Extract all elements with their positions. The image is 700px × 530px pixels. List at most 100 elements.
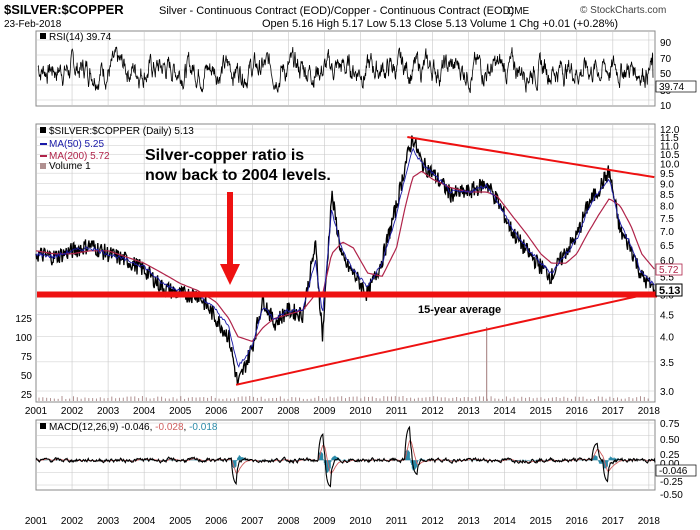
volume-tick: 125	[15, 314, 32, 325]
average-label: 15-year average	[418, 304, 501, 316]
price-series-line	[35, 135, 655, 384]
x-axis-year-label: 2014	[494, 516, 517, 527]
chg-value: +0.01 (+0.28%)	[542, 18, 618, 30]
high-value: 5.17	[342, 18, 363, 30]
ma50-legend-label: MA(50) 5.25	[49, 139, 104, 150]
x-axis-year-label: 2008	[277, 516, 300, 527]
x-axis-year-label: 2012	[421, 516, 444, 527]
close-value-badge-box	[655, 283, 683, 297]
x-axis-year-label: 2009	[313, 406, 336, 417]
price-tick: 11.5	[660, 133, 679, 144]
exchange-label: CME	[507, 6, 530, 17]
macd-line	[35, 425, 656, 488]
price-tick: 3.0	[660, 387, 674, 398]
macd-value-badge: -0.046	[659, 466, 688, 477]
price-tick: 8.5	[660, 190, 674, 201]
volume-legend-swatch	[40, 163, 46, 169]
upper-trendline	[407, 136, 655, 179]
price-tick: 10.0	[660, 159, 680, 170]
x-axis-year-label: 2018	[638, 406, 661, 417]
low-label: Low	[367, 18, 387, 30]
close-value-badge: 5.13	[659, 285, 680, 297]
open-value: 5.16	[292, 18, 313, 30]
macd-panel-frame	[35, 419, 656, 491]
price-panel: $SILVER:$COPPER (Daily) 5.13 MA(50) 5.25…	[15, 123, 683, 403]
rsi-value-badge: 39.74	[659, 82, 684, 93]
volume-tick: 100	[15, 333, 32, 344]
x-axis-year-label: 2011	[386, 406, 408, 417]
close-label: Close	[414, 18, 442, 30]
rsi-tick: 90	[660, 38, 672, 49]
price-tick: 10.5	[660, 150, 680, 161]
macd-tick: 0.50	[660, 435, 680, 446]
price-tick: 12.0	[660, 125, 680, 136]
macd-legend-macd-value: -0.046	[121, 422, 150, 433]
x-axis-year-label: 2005	[169, 516, 192, 527]
rsi-legend-label: RSI(14) 39.74	[49, 32, 112, 43]
x-axis-year-label: 2017	[602, 516, 625, 527]
headline-line-1: Silver-copper ratio is	[145, 147, 304, 164]
macd-y-ticks: 0.75 0.50 0.25 0.00 -0.25 -0.50	[660, 419, 683, 501]
macd-tick: -0.50	[660, 490, 683, 501]
x-axis-year-label: 2016	[566, 516, 589, 527]
price-tick: 5.5	[660, 272, 674, 283]
price-x-axis: 2001 2002 2003 2004 2005 2006 2007 2008 2009 2010…	[25, 406, 661, 417]
lower-trendline	[235, 291, 655, 386]
chart-header: $SILVER:$COPPER Silver - Continuous Cont…	[4, 2, 666, 30]
x-axis-year-label: 2007	[241, 406, 264, 417]
volume-tick: 75	[21, 352, 33, 363]
price-tick: 11.0	[660, 141, 679, 152]
macd-value-badge-box	[655, 464, 697, 477]
rsi-y-ticks: 90 70 50 30 10	[660, 38, 672, 112]
macd-legend: MACD(12,26,9) -0.046, -0.028, -0.018	[40, 422, 218, 433]
low-value: 5.13	[390, 18, 411, 30]
volume-bars	[38, 327, 649, 401]
rsi-panel: RSI(14) 39.74 90 70 50 30 10 39.74	[35, 30, 697, 112]
chart-annotations: Silver-copper ratio is now back to 2004 …	[37, 136, 657, 386]
x-axis-year-label: 2010	[349, 406, 372, 417]
macd-legend-hist-value: -0.018	[189, 422, 218, 433]
open-label: Open	[262, 18, 289, 30]
x-axis-year-label: 2010	[349, 516, 372, 527]
symbol-description: Silver - Continuous Contract (EOD)/Coppe…	[159, 5, 514, 17]
price-tick: 4.0	[660, 333, 674, 344]
macd-legend-swatch	[40, 423, 46, 429]
macd-legend-label: MACD(12,26,9) -0.046, -0.028, -0.018	[49, 422, 218, 433]
price-legend: $SILVER:$COPPER (Daily) 5.13 MA(50) 5.25…	[40, 126, 194, 172]
x-axis-year-label: 2002	[61, 406, 84, 417]
volume-legend-label: Volume 1	[49, 161, 91, 172]
x-axis-year-label: 2006	[205, 516, 228, 527]
price-tick: 7.5	[660, 214, 674, 225]
high-label: High	[316, 18, 339, 30]
chg-label: Chg	[519, 18, 539, 30]
x-axis-year-label: 2009	[313, 516, 336, 527]
price-tick: 7.0	[660, 227, 674, 238]
ma200-value-badge: 5.72	[659, 265, 679, 276]
price-tick: 4.5	[660, 310, 674, 321]
macd-tick: 0.25	[660, 450, 680, 461]
x-axis-year-label: 2012	[421, 406, 444, 417]
x-axis-year-label: 2013	[457, 406, 480, 417]
volume-tick: 50	[21, 371, 33, 382]
rsi-tick: 70	[660, 54, 672, 65]
chart-date: 23-Feb-2018	[4, 19, 62, 30]
rsi-value-badge-box	[655, 80, 697, 93]
rsi-tick: 10	[660, 101, 672, 112]
x-axis-year-label: 2017	[602, 406, 625, 417]
x-axis-year-label: 2002	[61, 516, 84, 527]
ma200-legend-label: MA(200) 5.72	[49, 151, 110, 162]
stockcharts-watermark: © StockCharts.com	[580, 5, 666, 16]
price-legend-swatch	[40, 127, 46, 133]
macd-legend-signal-value: -0.028	[155, 422, 184, 433]
price-tick: 6.0	[660, 256, 674, 267]
x-axis-year-label: 2001	[25, 406, 48, 417]
x-axis-year-label: 2001	[25, 516, 48, 527]
volume-label: Volume	[470, 18, 507, 30]
x-axis-year-label: 2004	[133, 406, 156, 417]
macd-tick: 0.00	[660, 459, 680, 470]
x-axis-year-label: 2013	[457, 516, 480, 527]
symbol-title: $SILVER:$COPPER	[4, 2, 124, 17]
x-axis-year-label: 2016	[566, 406, 589, 417]
